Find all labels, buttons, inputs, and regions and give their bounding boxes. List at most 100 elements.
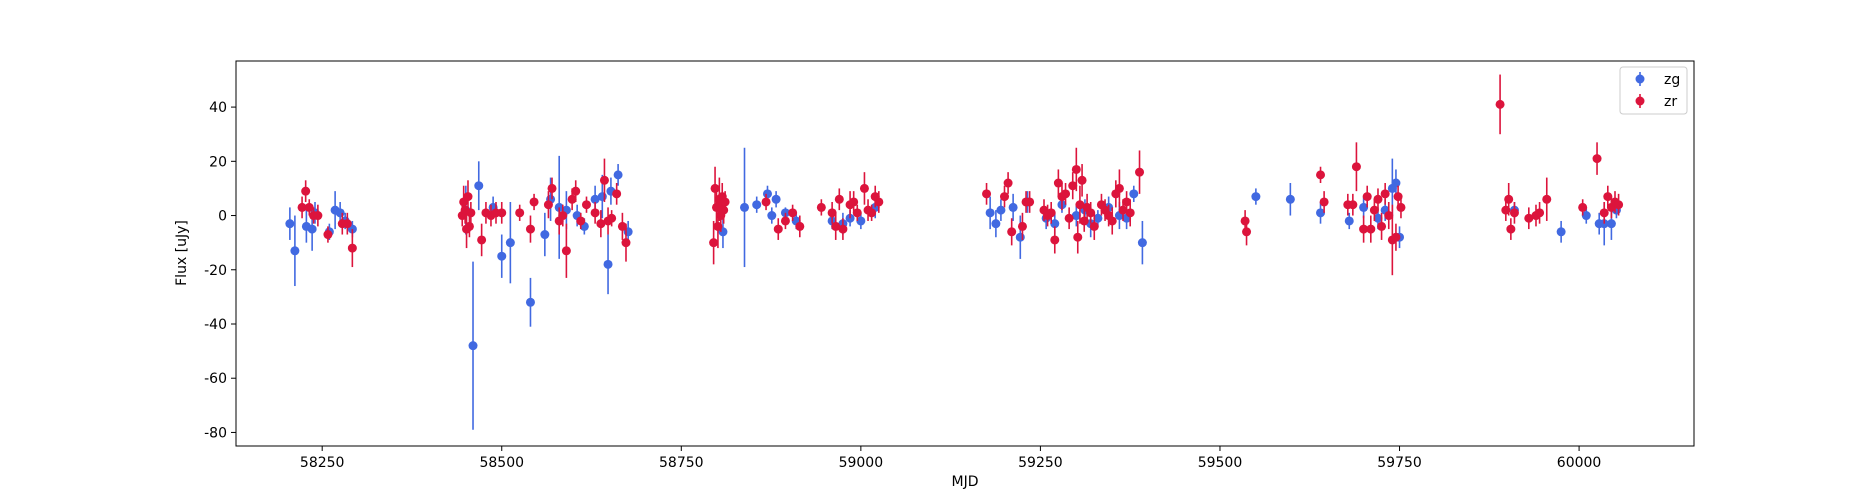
data-point [597, 192, 607, 202]
data-point [867, 208, 877, 218]
data-point [874, 197, 884, 207]
legend-entry-zr: zr [1635, 94, 1677, 110]
data-point [1603, 192, 1613, 202]
data-point [849, 197, 859, 207]
x-tick-label: 59250 [1018, 455, 1063, 471]
data-point [1366, 224, 1376, 234]
data-point [571, 186, 581, 196]
data-point [540, 230, 550, 240]
data-point [1396, 202, 1406, 212]
data-point [1064, 213, 1074, 223]
data-point [529, 197, 539, 207]
data-point [1122, 197, 1132, 207]
data-point [596, 219, 606, 229]
legend: zg zr [1619, 66, 1688, 115]
y-axis: -80 -60 -40 -20 0 20 40 [204, 100, 236, 441]
data-point [590, 194, 600, 204]
data-point [307, 224, 317, 234]
data-point [1008, 202, 1018, 212]
data-point [1053, 178, 1063, 188]
y-tick-label: -60 [204, 371, 227, 387]
data-point [567, 194, 577, 204]
data-point [1071, 164, 1081, 174]
data-point [1000, 192, 1010, 202]
data-point [1025, 197, 1035, 207]
data-point [859, 183, 869, 193]
data-point [342, 219, 352, 229]
data-point [1391, 232, 1401, 242]
data-point [285, 219, 295, 229]
data-point [621, 238, 631, 248]
data-point [1344, 216, 1354, 226]
x-tick-label: 59000 [839, 455, 884, 471]
data-point [347, 243, 357, 253]
data-point [795, 221, 805, 231]
data-point [468, 341, 478, 351]
data-point [477, 235, 487, 245]
data-point [313, 211, 323, 221]
data-point [474, 181, 484, 191]
data-point [762, 189, 772, 199]
legend-entry-zg: zg [1635, 72, 1680, 88]
data-point [617, 221, 627, 231]
legend-marker [1635, 74, 1645, 84]
data-point [576, 216, 586, 226]
data-point [1068, 181, 1078, 191]
data-point [335, 208, 345, 218]
data-point [1107, 216, 1117, 226]
data-point [719, 205, 729, 215]
data-point [1495, 99, 1505, 109]
data-point [1077, 175, 1087, 185]
data-point [1135, 167, 1145, 177]
data-point [1015, 232, 1025, 242]
data-point [561, 246, 571, 256]
data-point [466, 208, 476, 218]
data-point [323, 230, 333, 240]
data-point [1075, 200, 1085, 210]
data-point [1384, 211, 1394, 221]
data-point [301, 186, 311, 196]
data-point [290, 246, 300, 256]
data-point [612, 189, 622, 199]
data-point [709, 238, 719, 248]
data-point [1599, 208, 1609, 218]
data-point [838, 224, 848, 234]
data-point [1348, 200, 1358, 210]
data-point [827, 208, 837, 218]
x-tick-label: 58500 [479, 455, 524, 471]
data-point [1086, 208, 1096, 218]
data-point [607, 213, 617, 223]
axes-frame [235, 60, 1695, 447]
series-zr [297, 74, 1624, 278]
data-point [525, 297, 535, 307]
data-point [1046, 208, 1056, 218]
data-point [752, 200, 762, 210]
data-point [780, 216, 790, 226]
x-tick-label: 58250 [300, 455, 345, 471]
data-point [1285, 194, 1295, 204]
data-point [991, 219, 1001, 229]
y-axis-label: Flux [uJy] [174, 220, 190, 286]
data-point [1578, 202, 1588, 212]
data-point [761, 197, 771, 207]
data-point [590, 208, 600, 218]
data-point [788, 208, 798, 218]
data-point [1118, 205, 1128, 215]
data-point [304, 202, 314, 212]
x-tick-label: 58750 [659, 455, 704, 471]
data-point [515, 208, 525, 218]
data-point [497, 208, 507, 218]
data-point [547, 183, 557, 193]
data-point [1359, 202, 1369, 212]
x-tick-label: 59500 [1198, 455, 1243, 471]
data-point [773, 224, 783, 234]
data-point [1125, 208, 1135, 218]
data-point [603, 259, 613, 269]
data-point [1316, 170, 1326, 180]
data-point [1251, 192, 1261, 202]
y-tick-label: -80 [204, 425, 227, 441]
data-point [1316, 208, 1326, 218]
data-point [1137, 238, 1147, 248]
data-point [1114, 183, 1124, 193]
